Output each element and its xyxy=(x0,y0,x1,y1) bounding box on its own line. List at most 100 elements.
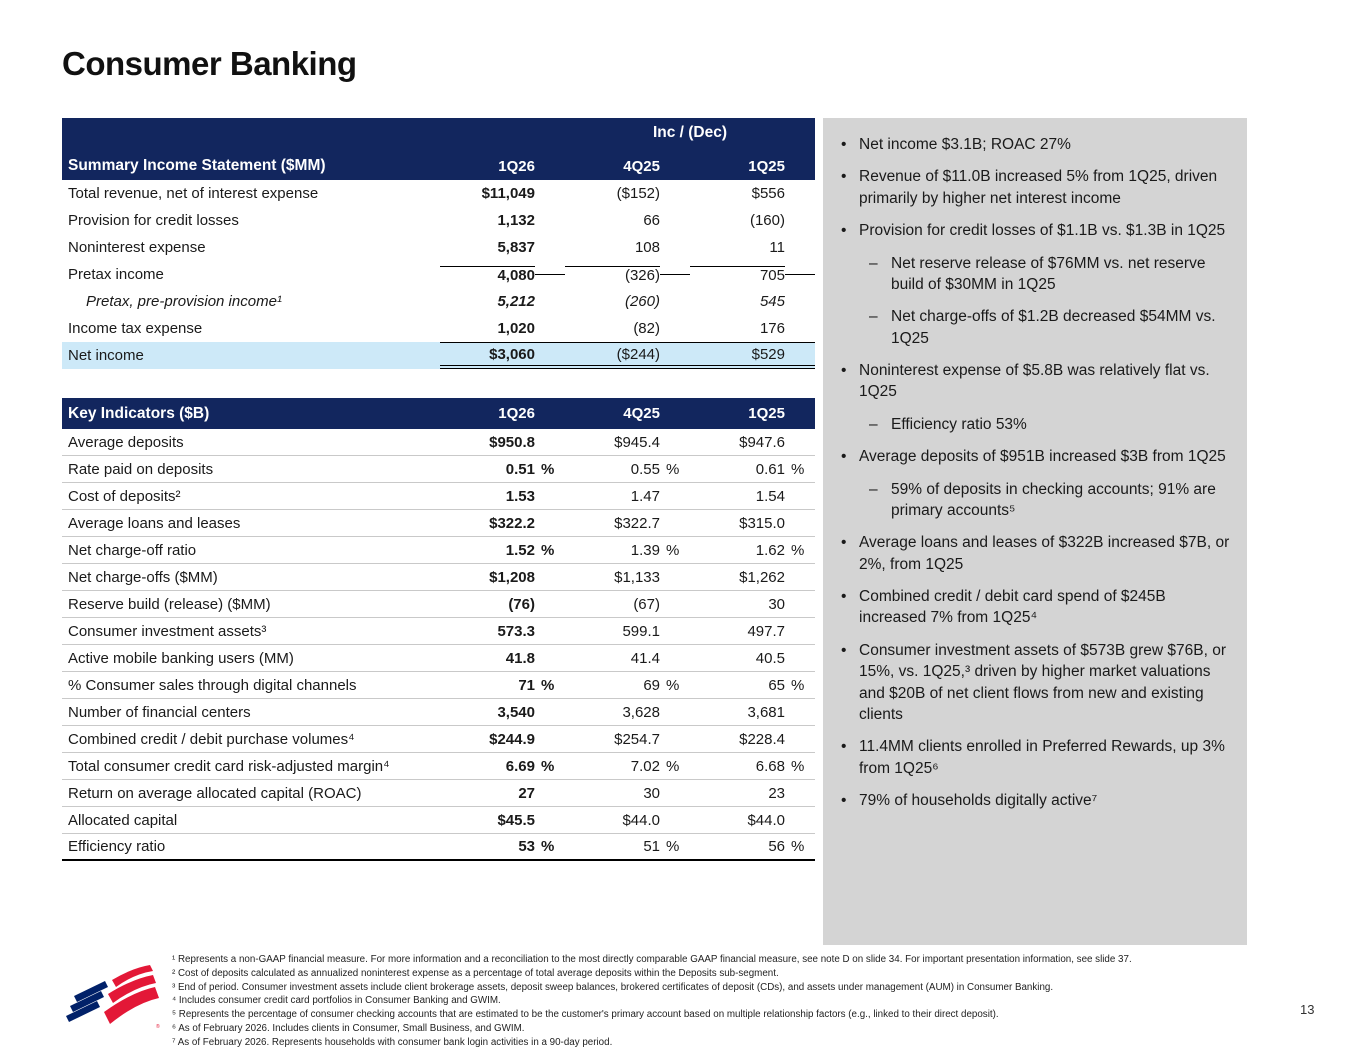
value-1q26: 573.3 xyxy=(440,618,535,645)
table-row: Net charge-off ratio 1.52% 1.39% 1.62% xyxy=(62,537,815,564)
row-label: Total consumer credit card risk-adjusted… xyxy=(62,753,440,780)
value-1q25: 11 xyxy=(769,239,785,256)
value-1q26: 1,020 xyxy=(497,320,535,337)
summary-income-statement-table: Inc / (Dec) Summary Income Statement ($M… xyxy=(62,118,815,369)
table-row: Total consumer credit card risk-adjusted… xyxy=(62,753,815,780)
value-1q26: 5,212 xyxy=(497,293,535,310)
row-label: Net charge-offs ($MM) xyxy=(62,564,440,591)
inc-dec-span-header: Inc / (Dec) xyxy=(652,124,728,141)
row-label: Noninterest expense xyxy=(68,239,206,256)
row-label: Net charge-off ratio xyxy=(62,537,440,564)
value-1q26: $322.2 xyxy=(440,510,535,537)
value-1q26: 0.51 xyxy=(440,456,535,483)
footnote: ⁵ Represents the percentage of consumer … xyxy=(172,1009,999,1021)
row-label: Combined credit / debit purchase volumes… xyxy=(62,726,440,753)
footnote: ⁶ As of February 2026. Includes clients … xyxy=(172,1022,525,1034)
table-row: Reserve build (release) ($MM) (76) (67) … xyxy=(62,591,815,618)
value-4q25: 66 xyxy=(643,212,660,229)
value-1q25: 40.5 xyxy=(690,645,785,672)
value-1q25: 6.68 xyxy=(690,753,785,780)
net-income-row: Net income $3,060 ($244) $529 xyxy=(62,342,815,369)
footnote: ² Cost of deposits calculated as annuali… xyxy=(172,967,779,979)
value-4q25: 41.4 xyxy=(565,645,660,672)
row-label: Number of financial centers xyxy=(62,699,440,726)
table-row: Net charge-offs ($MM) $1,208 $1,133 $1,2… xyxy=(62,564,815,591)
value-4q25: $1,133 xyxy=(565,564,660,591)
value-1q26: 41.8 xyxy=(440,645,535,672)
table-row: Number of financial centers 3,540 3,628 … xyxy=(62,699,815,726)
col-header-1q25: 1Q25 xyxy=(748,405,785,422)
bullet-item: • Consumer investment assets of $573B gre… xyxy=(841,641,1227,723)
value-4q25: $44.0 xyxy=(565,807,660,834)
value-1q26: 27 xyxy=(440,780,535,807)
value-1q26: 4,080 xyxy=(440,265,535,284)
row-label: Return on average allocated capital (ROA… xyxy=(62,780,440,807)
value-1q25: 23 xyxy=(690,780,785,807)
value-4q25: 108 xyxy=(634,239,660,256)
key-indicators-table: Key Indicators ($B) 1Q26 4Q25 1Q25 Avera… xyxy=(62,398,815,861)
value-4q25: 0.55 xyxy=(565,456,660,483)
row-label: Average deposits xyxy=(62,429,440,456)
value-4q25: $322.7 xyxy=(565,510,660,537)
footnote: ³ End of period. Consumer investment ass… xyxy=(172,981,1054,993)
value-1q25: 497.7 xyxy=(690,618,785,645)
key-table-header: Key Indicators ($B) 1Q26 4Q25 1Q25 xyxy=(62,398,815,429)
table-row: Consumer investment assets³ 573.3 599.1 … xyxy=(62,618,815,645)
value-4q25: 7.02 xyxy=(565,753,660,780)
table-row: Return on average allocated capital (ROA… xyxy=(62,780,815,807)
bullet-item: • Noninterest expense of $5.8B was relati… xyxy=(841,362,1210,401)
value-1q26: $950.8 xyxy=(440,429,535,456)
value-1q26: 1.52 xyxy=(440,537,535,564)
row-label: Provision for credit losses xyxy=(68,212,239,229)
footnote: ¹ Represents a non-GAAP financial measur… xyxy=(172,954,1132,965)
value-1q25: (160) xyxy=(749,212,785,229)
sub-bullet-item: – Net charge-offs of $1.2B decreased $54M… xyxy=(869,308,1216,347)
value-1q26: $244.9 xyxy=(440,726,535,753)
value-1q25: 176 xyxy=(759,320,785,337)
value-1q26: 5,837 xyxy=(497,239,535,256)
bullet-item: • 79% of households digitally active⁷ xyxy=(841,792,1098,809)
value-1q25: 56 xyxy=(690,834,785,861)
value-1q26: $1,208 xyxy=(440,564,535,591)
table-row: Pretax, pre-provision income¹ 5,212 (260… xyxy=(62,288,815,315)
table-row: Income tax expense 1,020 (82) 176 xyxy=(62,315,815,342)
row-label: Income tax expense xyxy=(68,320,203,337)
value-4q25: 1.47 xyxy=(565,483,660,510)
row-label: Average loans and leases xyxy=(62,510,440,537)
col-header-1q26: 1Q26 xyxy=(498,405,535,422)
value-1q25: $556 xyxy=(751,185,785,202)
value-1q25: $1,262 xyxy=(690,564,785,591)
value-1q25: $315.0 xyxy=(690,510,785,537)
col-header-1q26: 1Q26 xyxy=(498,158,535,175)
value-1q25: 0.61 xyxy=(690,456,785,483)
key-table-title: Key Indicators ($B) xyxy=(68,404,210,422)
value-1q26: (76) xyxy=(440,591,535,618)
value-1q25: 545 xyxy=(759,293,785,310)
value-1q25: 705 xyxy=(690,265,785,284)
value-4q25: 30 xyxy=(565,780,660,807)
value-4q25: (82) xyxy=(633,320,660,337)
table-row: Noninterest expense 5,837 108 11 xyxy=(62,234,815,261)
page-number: 13 xyxy=(1300,1002,1315,1017)
value-4q25: ($152) xyxy=(616,185,660,202)
value-1q25: $44.0 xyxy=(690,807,785,834)
value-1q26: $45.5 xyxy=(440,807,535,834)
table-row: Average loans and leases $322.2 $322.7 $… xyxy=(62,510,815,537)
sub-bullet-item: – Net reserve release of $76MM vs. net re… xyxy=(869,254,1206,293)
value-1q26: 3,540 xyxy=(440,699,535,726)
col-header-1q25: 1Q25 xyxy=(748,158,785,175)
value-4q25: $945.4 xyxy=(565,429,660,456)
row-label: % Consumer sales through digital channel… xyxy=(62,672,440,699)
bullet-item: • Net income $3.1B; ROAC 27% xyxy=(841,136,1071,153)
bullet-item: • Combined credit / debit card spend of $… xyxy=(841,588,1166,627)
value-1q25: 1.54 xyxy=(690,483,785,510)
table-row: Total revenue, net of interest expense $… xyxy=(62,180,815,207)
bullet-item: • Revenue of $11.0B increased 5% from 1Q2… xyxy=(841,168,1218,207)
footnote: ⁴ Includes consumer credit card portfoli… xyxy=(172,995,501,1007)
value-4q25: (326) xyxy=(565,265,660,284)
row-label: Pretax income xyxy=(68,266,164,283)
value-1q25: 3,681 xyxy=(690,699,785,726)
bullet-item: • Average deposits of $951B increased $3B… xyxy=(841,448,1226,466)
table-row: Efficiency ratio 53% 51% 56% xyxy=(62,834,815,861)
value-4q25: 69 xyxy=(565,672,660,699)
